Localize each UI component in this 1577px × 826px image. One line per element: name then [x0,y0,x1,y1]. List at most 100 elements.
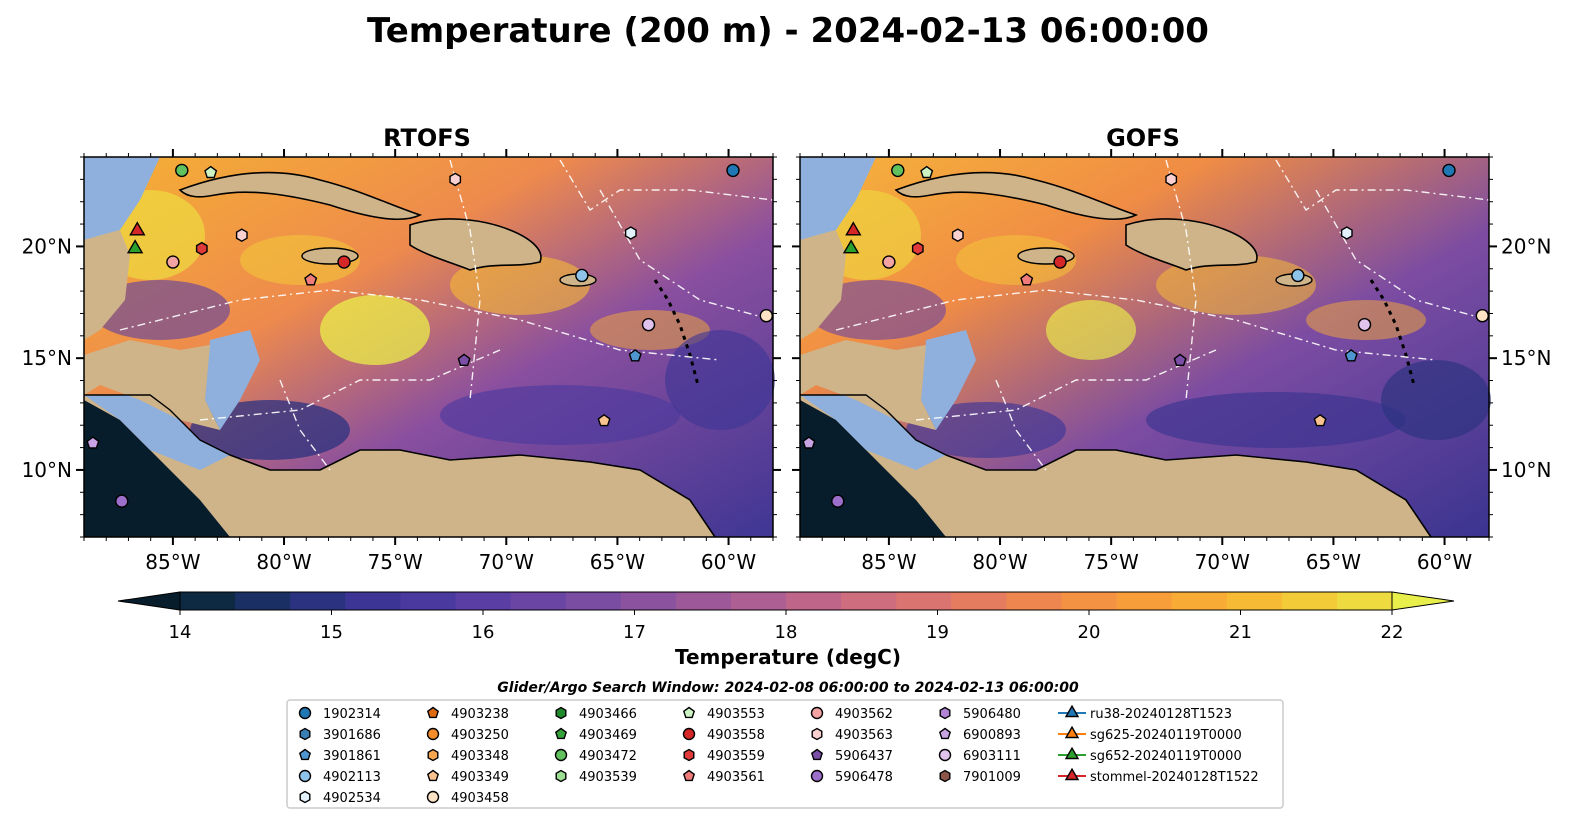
legend-item: 3901686 [299,727,381,743]
colorbar-bin [455,592,512,610]
legend-label: 4903553 [707,707,765,722]
legend-label: 4903558 [707,728,765,743]
legend-label: 3901686 [323,728,381,743]
legend-label: 7901009 [963,770,1021,785]
x-tick-label: 80°W [972,550,1027,574]
legend-label: 4903561 [707,770,765,785]
legend-marker [298,769,312,783]
colorbar-bin [1116,592,1173,610]
colorbar-bin [510,592,567,610]
legend-label: 4903562 [835,707,893,722]
legend-item: 4903238 [426,706,509,722]
marker-5906478 [831,494,845,508]
y-tick-label: 20°N [22,234,72,258]
marker-4903562 [166,255,180,269]
marker-4903563 [449,172,462,187]
legend-item: 6900893 [938,727,1021,743]
colorbar-bin [730,592,787,610]
marker-4903561 [1020,273,1034,286]
colorbar-bin [180,592,236,610]
marker-4903349 [1313,413,1327,427]
legend-label: 5906478 [835,770,893,785]
legend-marker [426,790,440,804]
legend-marker [810,769,824,783]
marker-6900893 [802,436,816,449]
marker-4903563b [235,228,248,243]
colorbar-tick-label: 15 [320,622,343,643]
float-markers-gofs [802,163,1490,508]
legend-item: 4903469 [554,727,637,743]
legend-marker [682,706,696,719]
legend-label: 5906480 [963,707,1021,722]
legend-item: 5906478 [810,769,893,785]
colorbar-tick-label: 14 [169,622,192,643]
legend-marker [810,748,824,761]
colorbar-bin [290,592,346,610]
marker-4903563 [1165,172,1178,187]
legend-marker [1064,704,1080,718]
colorbar-bin [896,592,952,610]
legend-item: 4903558 [682,727,765,743]
colorbar-bin [841,592,897,610]
legend-marker [683,748,695,762]
colorbar-bin [786,592,842,610]
x-tick-label: 70°W [479,550,534,574]
figure-title: Temperature (200 m) - 2024-02-13 06:00:0… [367,11,1209,51]
marker-4903553 [920,165,934,179]
legend-item: 7901009 [939,769,1021,785]
marker-4903553 [204,165,218,179]
colorbar: 14 15 16 17 18 19 20 21 22 [117,591,1455,643]
legend-item: 4903562 [810,706,893,722]
legend-label: 5906437 [835,749,893,764]
legend-label: sg625-20240119T0000 [1090,728,1242,743]
legend-item: 4902113 [298,769,381,785]
legend-marker [1064,767,1080,781]
marker-4903563b [951,228,964,243]
x-tick-label: 75°W [368,550,423,574]
legend-label: 4903539 [579,770,637,785]
legend-marker [298,706,312,720]
colorbar-bin [1006,592,1063,610]
marker-stommel-20240128T1522 [129,221,146,236]
marker-4903561 [304,273,318,286]
colorbar-bin [675,592,732,610]
marker-4902534 [624,226,637,240]
marker-4903558 [337,255,351,269]
marker-6903111 [1357,317,1372,332]
legend-marker [1064,725,1080,739]
y-tick-label: 15°N [22,346,72,370]
legend-label: stommel-20240128T1522 [1090,770,1259,785]
colorbar-bin [345,592,401,610]
legend-item: 6903111 [938,748,1021,764]
panel-title-gofs: GOFS [1106,124,1180,152]
legend-label: 4903559 [707,749,765,764]
marker-3901861 [628,349,642,362]
legend-item: sg625-20240119T0000 [1058,725,1242,743]
map-panel-rtofs [83,156,775,538]
legend-label: 6900893 [963,728,1021,743]
legend-label: 4903563 [835,728,893,743]
legend-title: Glider/Argo Search Window: 2024-02-08 06… [497,680,1079,696]
legend-marker [939,706,951,720]
marker-sg652-20240119T0000 [126,239,144,254]
legend-marker [682,769,696,782]
colorbar-bin [400,592,457,610]
legend-marker [938,748,952,762]
legend-marker [1064,746,1080,760]
legend: 1902314 3901686 3901861 4902113 4902534 49032… [286,699,1284,809]
marker-4902113 [1291,268,1305,283]
x-tick-label: 85°W [145,550,200,574]
legend-marker [299,727,311,741]
colorbar-bin [951,592,1007,610]
legend-item: 5906480 [939,706,1021,722]
legend-item: 4903466 [555,706,637,722]
y-tick-label: 15°N [1501,346,1551,370]
legend-label: 4903348 [451,749,509,764]
legend-marker [554,727,568,740]
legend-marker [426,769,440,782]
legend-item: 4902534 [299,790,381,806]
colorbar-tick-label: 22 [1381,622,1404,643]
legend-label: 4903238 [451,707,509,722]
legend-frame [286,699,1284,809]
